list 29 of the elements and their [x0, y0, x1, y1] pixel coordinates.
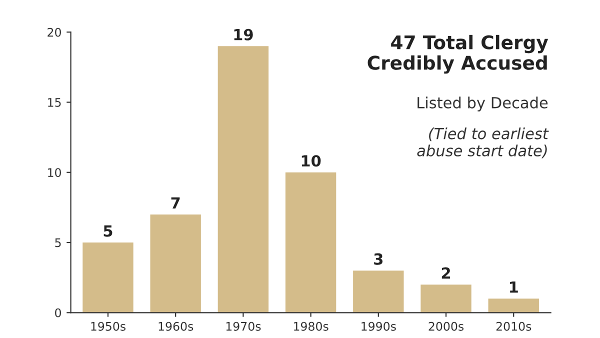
- x-tick-label: 1950s: [91, 322, 126, 331]
- y-tick-label: 15: [48, 98, 61, 107]
- bar: [353, 270, 404, 313]
- bar: [488, 298, 539, 313]
- data-label: 1: [510, 282, 518, 293]
- x-tick-label: 2000s: [428, 322, 464, 331]
- data-label: 10: [302, 155, 321, 167]
- bar: [82, 242, 134, 313]
- text: 47 Total Clergy Credibly Accused: [368, 34, 548, 74]
- bar: [285, 172, 336, 313]
- x-tick-label: 1970s: [226, 322, 261, 331]
- y-tick-label: 0: [55, 308, 61, 318]
- data-label: 3: [374, 253, 383, 265]
- x-tick-label: 1960s: [158, 322, 194, 331]
- y-tick-label: 20: [48, 28, 61, 37]
- y-tick-label: 10: [48, 168, 61, 178]
- annotation: (Tied to earliest abuse start date): [417, 127, 549, 158]
- y-tick-label: 5: [55, 238, 61, 248]
- x-tick-label: 1980s: [294, 322, 328, 331]
- data-label: 19: [234, 28, 253, 40]
- bar: [218, 46, 269, 313]
- bar: [150, 214, 201, 313]
- x-tick-label: 2010s: [496, 322, 532, 331]
- data-label: 5: [104, 225, 112, 237]
- x-tick-label: 1990s: [362, 322, 396, 331]
- data-label: 2: [442, 267, 450, 279]
- data-label: 7: [171, 197, 180, 209]
- bar: [420, 284, 472, 313]
- text: Listed by Decade: [418, 96, 548, 112]
